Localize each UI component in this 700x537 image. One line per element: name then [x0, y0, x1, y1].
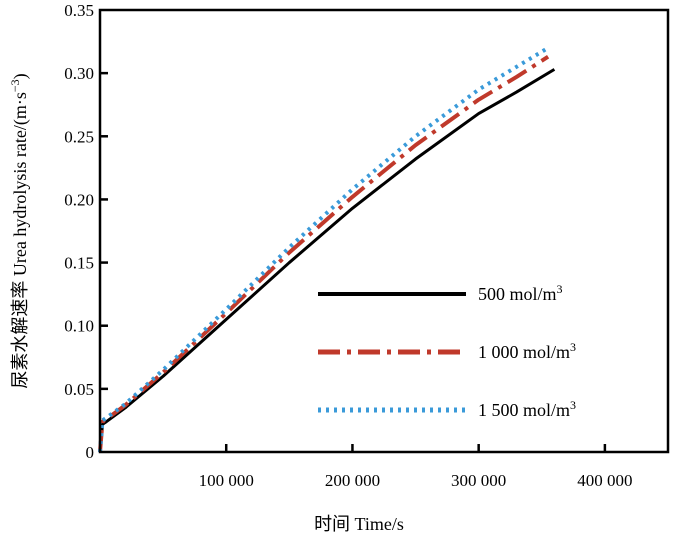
y-tick-label-5: 0.25 [64, 127, 94, 146]
series-line-3 [98, 46, 550, 453]
series-line-1 [98, 68, 556, 453]
series-layer [98, 46, 556, 453]
plot-frame [98, 8, 670, 454]
legend-label-1: 500 mol/m3 [478, 282, 563, 304]
x-tick-label-1: 200 000 [325, 471, 380, 490]
y-axis-label-close: ) [10, 73, 31, 79]
axis-layer: 0 0.05 0.10 0.15 0.20 0.25 0.30 0.35 100 000 200 … [8, 1, 670, 534]
y-tick-label-3: 0.15 [64, 254, 94, 273]
y-tick-label-0: 0 [86, 443, 95, 462]
y-axis-label-sup: −3 [8, 79, 22, 92]
x-tick-label-2: 300 000 [451, 471, 506, 490]
y-tick-label-4: 0.20 [64, 190, 94, 209]
y-tick-label-1: 0.05 [64, 380, 94, 399]
y-axis-label-main: 尿素水解速率 Urea hydrolysis rate/(m·s [10, 92, 31, 388]
x-axis-label: 时间 Time/s [314, 514, 404, 534]
x-tick-label-3: 400 000 [577, 471, 632, 490]
legend-label-sup-1: 3 [557, 282, 563, 296]
y-tick-label-7: 0.35 [64, 1, 94, 20]
series-line-2 [98, 55, 550, 453]
legend-label-text-2: 1 000 mol/m [478, 342, 570, 362]
y-axis-label: 尿素水解速率 Urea hydrolysis rate/(m·s−3) [8, 73, 31, 388]
legend-label-text-3: 1 500 mol/m [478, 400, 570, 420]
legend-label-text-1: 500 mol/m [478, 284, 557, 304]
y-tick-label-6: 0.30 [64, 64, 94, 83]
legend-label-sup-3: 3 [570, 398, 576, 412]
legend-label-2: 1 000 mol/m3 [478, 340, 576, 362]
y-tick-label-2: 0.10 [64, 317, 94, 336]
legend-label-sup-2: 3 [570, 340, 576, 354]
x-tick-label-0: 100 000 [199, 471, 254, 490]
legend-label-3: 1 500 mol/m3 [478, 398, 576, 420]
legend-layer: 500 mol/m31 000 mol/m31 500 mol/m3 [318, 282, 576, 420]
